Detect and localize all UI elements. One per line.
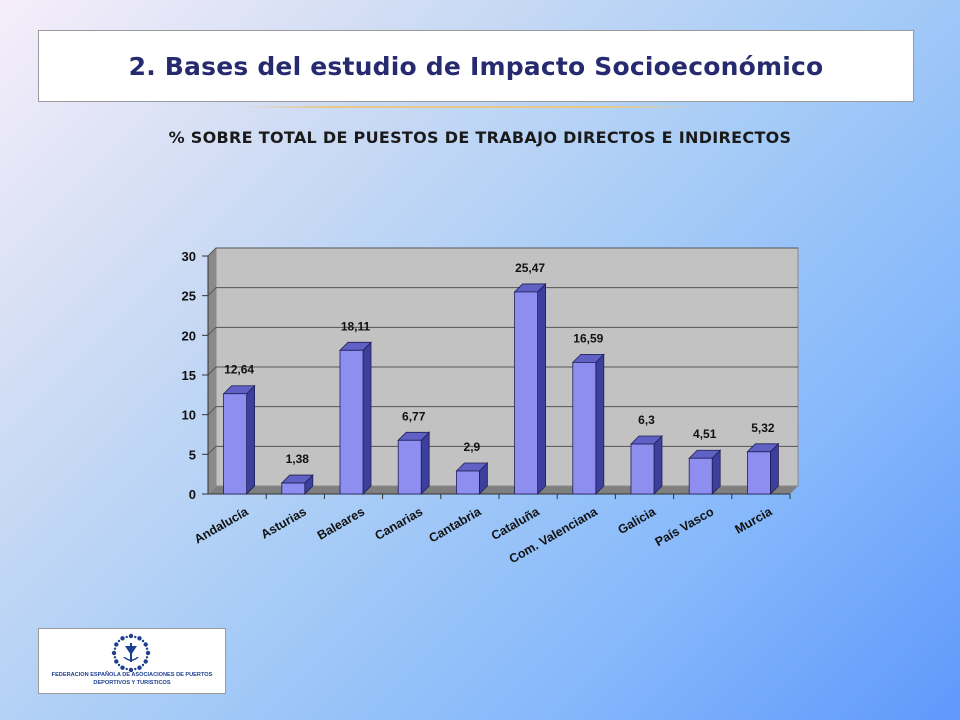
y-tick-label: 30 (182, 249, 196, 264)
y-tick-label: 0 (189, 487, 196, 502)
data-label: 1,38 (286, 452, 310, 466)
data-label: 6,3 (638, 413, 655, 427)
data-label: 4,51 (693, 427, 717, 441)
y-tick-label: 10 (182, 408, 196, 423)
bar (397, 439, 422, 495)
y-tick-label: 15 (182, 368, 196, 383)
federation-emblem-icon (111, 633, 151, 673)
chart-title: % SOBRE TOTAL DE PUESTOS DE TRABAJO DIRE… (168, 128, 792, 147)
x-tick-label: Canarias (372, 504, 425, 543)
x-tick-label: Galicia (615, 504, 658, 537)
bar-side (595, 353, 605, 495)
bar (747, 451, 771, 495)
bar (688, 457, 713, 495)
bar (455, 470, 480, 495)
x-tick-label: Baleares (315, 504, 367, 542)
data-label: 25,47 (515, 261, 545, 275)
data-label: 12,64 (224, 363, 254, 377)
bar-side (420, 431, 430, 495)
gridline (207, 326, 798, 336)
data-label: 18,11 (341, 319, 371, 333)
bar (339, 349, 364, 495)
x-tick-label: Cantabria (426, 504, 484, 545)
data-label: 16,59 (573, 331, 603, 345)
bar (630, 443, 655, 495)
title-divider (240, 106, 700, 108)
logo-line-1: FEDERACION ESPAÑOLA DE ASOCIACIONES DE P… (51, 672, 213, 678)
y-tick-label: 20 (182, 328, 196, 343)
logo-text: FEDERACION ESPAÑOLA DE ASOCIACIONES DE P… (43, 672, 221, 687)
x-tick-label: País Vasco (653, 504, 717, 549)
bar (223, 393, 248, 495)
bar (572, 361, 597, 495)
x-tick-label: Asturias (258, 504, 308, 541)
y-tick-label: 5 (189, 447, 196, 462)
gridline (207, 287, 798, 297)
bar (281, 482, 306, 495)
bar-side (770, 442, 779, 495)
logo-line-2: DEPORTIVOS Y TURISTICOS (93, 679, 171, 686)
y-tick-label: 25 (182, 289, 196, 304)
data-label: 2,9 (464, 440, 481, 454)
bar (514, 291, 538, 495)
x-tick-label: Andalucía (192, 504, 252, 547)
bar-side (653, 435, 663, 495)
bar-side (362, 341, 372, 495)
data-label: 6,77 (402, 409, 426, 423)
data-label: 5,32 (751, 421, 775, 435)
bar-side (537, 282, 546, 495)
x-tick-label: Murcia (733, 504, 776, 537)
title-box: 2. Bases del estudio de Impacto Socioeco… (38, 30, 914, 102)
gridline (207, 247, 798, 257)
page-title: 2. Bases del estudio de Impacto Socioeco… (128, 51, 824, 81)
logo-box: FEDERACION ESPAÑOLA DE ASOCIACIONES DE P… (38, 628, 226, 694)
bar-side (246, 384, 256, 495)
